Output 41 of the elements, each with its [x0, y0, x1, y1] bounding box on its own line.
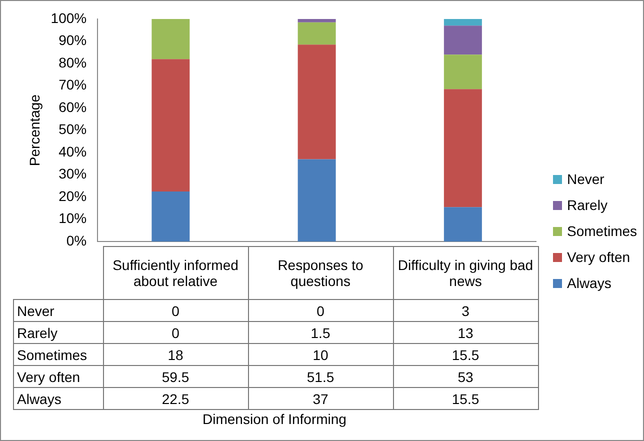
legend-label: Very often [566, 248, 632, 267]
legend-label: Never [566, 170, 606, 189]
y-tick-label: 70% [58, 76, 87, 93]
data-label: 0 [103, 322, 248, 344]
text: Rarely [17, 324, 58, 340]
text: Never [17, 302, 54, 318]
data-label: 3 [393, 300, 538, 322]
y-tick-label: 30% [58, 166, 87, 182]
y-tick-label: 100% [50, 10, 87, 26]
data-label: 37 [248, 388, 393, 410]
x-tick-label: Difficulty in giving bad news [393, 246, 538, 300]
y-tick-label: 90% [58, 32, 87, 48]
y-tick-label: 50% [58, 121, 87, 138]
data-label: 18 [103, 344, 248, 366]
data-label: 51.5 [248, 366, 393, 388]
y-tick-label: 80% [58, 54, 87, 70]
legend-label: Sometimes [566, 222, 638, 241]
data-label: 15.5 [393, 344, 538, 366]
data-label: 1.5 [248, 322, 393, 344]
data-label: 0 [103, 300, 248, 322]
text: Dimension of Informing [202, 411, 348, 427]
y-tick-label: 40% [58, 143, 87, 160]
y-tick-label: 0% [66, 232, 87, 248]
y-axis-title: Percentage [26, 94, 42, 166]
y-tick-label: 60% [58, 98, 87, 115]
text: Always [17, 390, 62, 406]
text: Sometimes [17, 346, 88, 362]
data-label: 59.5 [103, 366, 248, 388]
x-tick-label: Sufficiently informed about relative [103, 246, 248, 300]
y-tick-label: 20% [58, 188, 87, 204]
data-label: 53 [393, 366, 538, 388]
data-label: 22.5 [103, 388, 248, 410]
legend-label: Always [566, 274, 612, 293]
data-label: 13 [393, 322, 538, 344]
y-tick-label: 10% [58, 210, 87, 226]
text: Very often [17, 368, 80, 384]
data-label: 15.5 [393, 388, 538, 410]
data-label: 0 [248, 300, 393, 322]
data-label: 10 [248, 344, 393, 366]
legend-label: Rarely [566, 196, 608, 215]
x-tick-label: Responses to questions [248, 246, 393, 300]
